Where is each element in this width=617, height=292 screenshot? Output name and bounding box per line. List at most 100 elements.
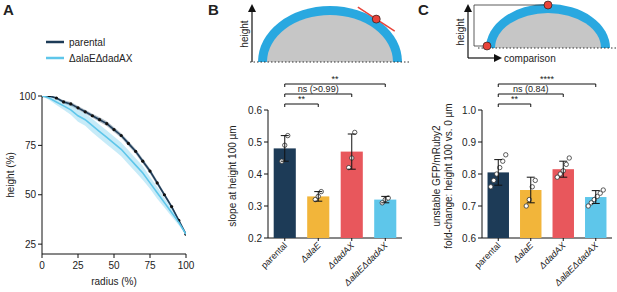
- x-tick: [498, 238, 499, 241]
- label: 75: [25, 140, 37, 151]
- series-line: [42, 96, 186, 234]
- label: 25: [72, 260, 84, 271]
- replicate-point: [504, 153, 508, 157]
- error-bar: [348, 134, 356, 169]
- y-tick: [264, 142, 268, 143]
- dome-outer: [258, 6, 402, 62]
- schematic-label: height: [239, 20, 250, 47]
- panel-label: C: [418, 1, 429, 18]
- label: 0.2: [248, 233, 262, 244]
- legend-swatch: [46, 57, 64, 60]
- label: 1.0: [462, 105, 476, 116]
- y-tick: [478, 206, 482, 207]
- level-line: [474, 5, 548, 6]
- significance-bracket: [498, 104, 531, 107]
- replicate-point: [492, 178, 496, 182]
- point: [98, 118, 101, 121]
- legend-label: ΔalaEΔdadAX: [69, 53, 133, 64]
- y-tick: [38, 96, 42, 97]
- point: [127, 142, 130, 145]
- y-tick: [478, 110, 482, 111]
- category-label: ΔdadAX: [537, 240, 569, 272]
- significance-label: **: [511, 94, 519, 104]
- x-tick: [114, 254, 115, 258]
- point: [148, 169, 151, 172]
- x-tick: [42, 254, 43, 258]
- measure-point: [544, 1, 552, 9]
- category-label: ΔalaE: [298, 240, 323, 265]
- point: [156, 181, 159, 184]
- measure-point: [483, 42, 491, 50]
- plot-area: [488, 153, 607, 238]
- x-tick: [351, 238, 352, 241]
- x-tick: [150, 254, 151, 258]
- significance-bracket: [285, 94, 352, 97]
- category-label: ΔdadAX: [325, 240, 357, 272]
- point: [105, 122, 108, 125]
- error-bar: [592, 191, 600, 204]
- label: 0.5: [248, 137, 262, 148]
- error-band: [42, 96, 186, 234]
- y-axis: [42, 96, 43, 254]
- label: 50: [108, 260, 120, 271]
- legend-label: parental: [69, 37, 105, 48]
- replicate-point: [533, 178, 537, 182]
- schematic: [468, 1, 617, 58]
- point: [76, 106, 79, 109]
- error-bar: [527, 177, 535, 203]
- label: 0.7: [462, 201, 476, 212]
- dome-inner: [267, 15, 393, 62]
- y-tick: [38, 194, 42, 195]
- x-tick: [284, 238, 285, 241]
- significance-bracket: [498, 84, 596, 87]
- series-line: [42, 96, 186, 234]
- figure: A2550751000255075100height (%)radius (%)…: [0, 0, 617, 292]
- panel-label: B: [208, 1, 219, 18]
- replicate-point: [489, 185, 493, 189]
- y-tick: [264, 110, 268, 111]
- height-arrow: [467, 6, 468, 58]
- point: [141, 160, 144, 163]
- y-label: height (%): [5, 152, 16, 198]
- y-tick: [478, 238, 482, 239]
- label: 50: [25, 189, 37, 200]
- dome-outer: [486, 4, 610, 48]
- y-label: slope at height 100 µm: [227, 125, 238, 226]
- bar: [307, 196, 329, 238]
- x-tick: [186, 254, 187, 258]
- label: 0.3: [248, 201, 262, 212]
- point: [55, 96, 58, 99]
- point: [112, 128, 115, 131]
- bar: [374, 200, 396, 238]
- y-tick: [38, 244, 42, 245]
- bar: [274, 148, 296, 238]
- label: 0.6: [462, 233, 476, 244]
- error-band: [42, 96, 186, 234]
- label: 75: [144, 260, 156, 271]
- plot-area: [274, 130, 397, 238]
- replicate-point: [601, 188, 605, 192]
- point: [170, 205, 173, 208]
- category-label: ΔalaE: [510, 240, 535, 265]
- replicate-point: [567, 156, 571, 160]
- category-label: parental: [259, 240, 289, 270]
- point: [91, 114, 94, 117]
- y-tick: [264, 206, 268, 207]
- label: 0.9: [462, 137, 476, 148]
- plot-area: [42, 96, 186, 236]
- point: [134, 150, 137, 153]
- label: 0: [39, 260, 45, 271]
- significance-bracket: [285, 104, 319, 107]
- x-tick: [563, 238, 564, 241]
- error-bar: [381, 196, 389, 202]
- category-label: ΔalaEΔdadAX: [341, 240, 390, 289]
- significance-label: ****: [540, 74, 555, 84]
- significance-label: ns (0.84): [513, 84, 549, 94]
- significance-bracket: [285, 84, 386, 87]
- schematic-label: comparison: [504, 53, 556, 64]
- schematic: [250, 6, 410, 62]
- x-tick: [530, 238, 531, 241]
- level-connector: [474, 5, 475, 46]
- y-label: unstable GFP/mRuby2: [431, 125, 442, 227]
- x-tick: [318, 238, 319, 241]
